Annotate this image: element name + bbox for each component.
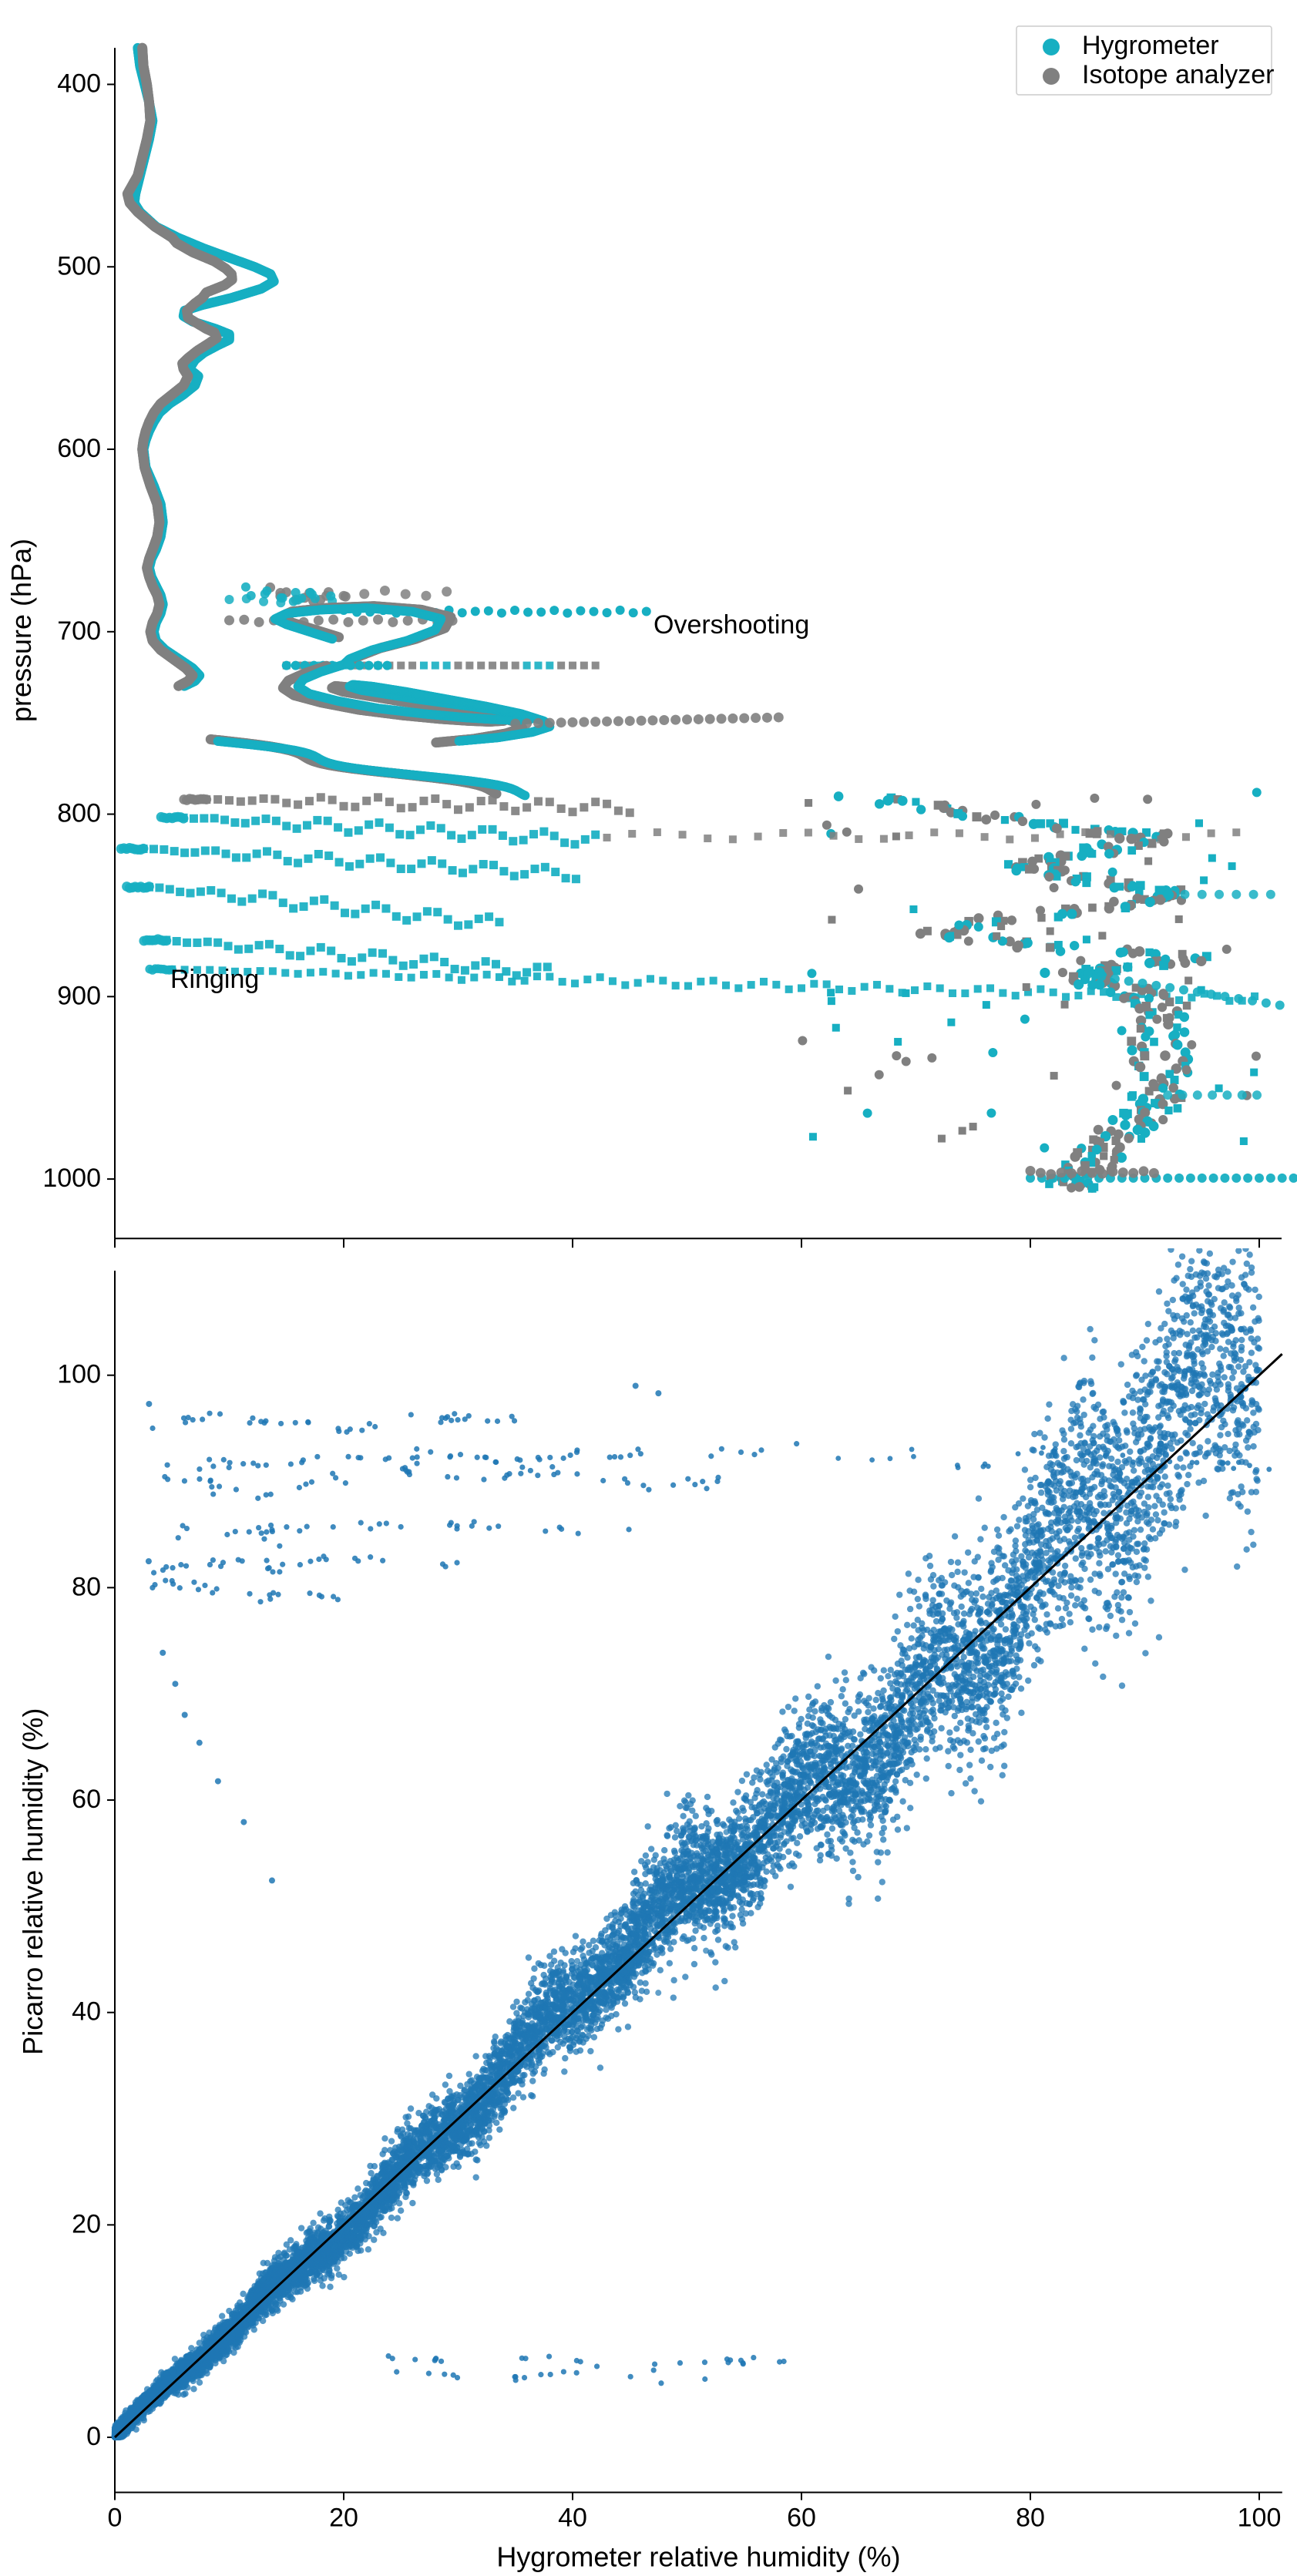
svg-text:900: 900 (57, 981, 101, 1010)
svg-text:1000: 1000 (42, 1164, 101, 1193)
svg-text:600: 600 (57, 434, 101, 463)
svg-text:Overshooting: Overshooting (654, 610, 809, 640)
svg-text:400: 400 (57, 69, 101, 99)
svg-text:500: 500 (57, 251, 101, 280)
svg-text:pressure (hPa): pressure (hPa) (5, 539, 37, 722)
svg-text:800: 800 (57, 799, 101, 828)
svg-text:700: 700 (57, 616, 101, 646)
